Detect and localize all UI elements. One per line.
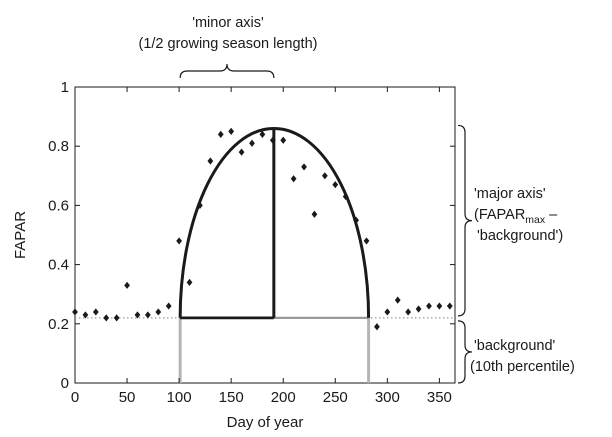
data-point [436, 302, 443, 310]
major-axis-formula: (FAPARmax – [474, 207, 558, 226]
data-point [155, 308, 162, 316]
minor-axis-subtitle: (1/2 growing season length) [139, 36, 318, 52]
x-tick-label: 0 [71, 389, 79, 406]
data-point [374, 323, 380, 331]
data-point [134, 311, 141, 319]
data-point [426, 302, 432, 310]
y-tick-label: 0.4 [48, 257, 69, 274]
scatter-points [72, 127, 453, 331]
data-point [332, 181, 339, 189]
data-point [72, 308, 78, 316]
data-point [405, 308, 412, 316]
x-tick-label: 150 [219, 389, 244, 406]
y-tick-label: 0.6 [48, 197, 69, 214]
data-point [353, 216, 359, 224]
x-axis-ticks: 0 50 100 150 200 250 300 350 [71, 87, 452, 406]
background-title: 'background' [474, 338, 556, 354]
data-point [363, 237, 370, 245]
y-axis-ticks: 0 0.2 0.4 0.6 0.8 1 [48, 79, 455, 392]
y-tick-label: 1 [61, 79, 69, 96]
data-point [207, 157, 214, 165]
data-point [301, 163, 307, 171]
data-point [186, 278, 193, 286]
data-point [144, 311, 151, 319]
data-point [249, 139, 255, 147]
minor-axis-brace [179, 63, 275, 79]
background-brace [457, 320, 473, 384]
x-tick-label: 350 [427, 389, 452, 406]
data-point [446, 302, 453, 310]
data-point [384, 308, 391, 316]
data-point [238, 148, 245, 156]
y-tick-label: 0 [61, 375, 69, 392]
data-point [124, 281, 130, 289]
data-point [217, 130, 224, 138]
minor-axis-annotation: 'minor axis' (1/2 growing season length) [139, 15, 318, 79]
data-point [92, 308, 99, 316]
minor-axis-title: 'minor axis' [192, 15, 264, 31]
data-point [321, 172, 328, 180]
major-axis-formula-prefix: (FAPAR [474, 207, 525, 223]
data-point [259, 130, 266, 138]
data-point [394, 296, 401, 304]
data-point [228, 127, 235, 135]
x-tick-label: 100 [167, 389, 192, 406]
plot-area [72, 86, 456, 384]
background-annotation: 'background' (10th percentile) [457, 320, 575, 384]
x-tick-label: 250 [323, 389, 348, 406]
y-tick-label: 0.2 [48, 316, 69, 333]
data-point [290, 175, 297, 183]
x-tick-label: 200 [271, 389, 296, 406]
data-point [280, 136, 287, 144]
background-subtitle: (10th percentile) [470, 359, 575, 375]
data-point [176, 237, 182, 245]
data-point [113, 314, 120, 322]
x-tick-label: 300 [375, 389, 400, 406]
y-tick-label: 0.8 [48, 138, 69, 155]
major-axis-formula-subscript: max [525, 214, 546, 226]
major-axis-background: 'background') [477, 228, 563, 244]
major-axis-annotation: 'major axis' (FAPARmax – 'background') [457, 124, 563, 317]
major-axis-formula-suffix: – [545, 207, 558, 223]
major-axis-brace [457, 124, 473, 317]
data-point [165, 302, 172, 310]
data-point [103, 314, 110, 322]
data-point [415, 305, 422, 313]
data-point [311, 210, 318, 218]
x-tick-label: 50 [119, 389, 136, 406]
plot-frame [74, 86, 456, 384]
data-point [82, 311, 89, 319]
data-point [197, 201, 203, 209]
major-axis-title: 'major axis' [474, 186, 546, 202]
data-point [269, 136, 276, 144]
y-axis-label: FAPAR [12, 211, 29, 259]
x-axis-label: Day of year [227, 414, 304, 431]
data-point [342, 192, 349, 201]
